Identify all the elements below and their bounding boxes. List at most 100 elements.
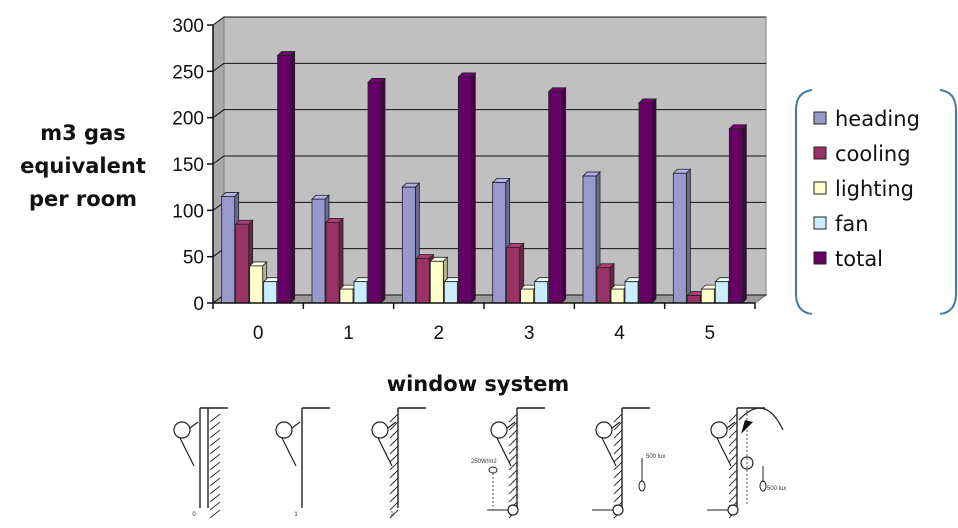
hatch-line xyxy=(508,477,518,487)
hatch-line xyxy=(209,413,221,423)
hatch-line xyxy=(508,461,518,471)
hatch-line xyxy=(209,509,221,519)
legend-bracket-right xyxy=(939,89,957,315)
bar-front xyxy=(596,267,611,304)
bar-side xyxy=(380,77,386,304)
bar xyxy=(457,71,477,304)
hatch-line xyxy=(508,469,518,479)
bar-front xyxy=(728,128,743,304)
hatch-line xyxy=(508,413,518,423)
hatch-line xyxy=(613,477,623,487)
sketch-line xyxy=(387,421,397,429)
y-tick-label: 150 xyxy=(172,155,204,176)
bar-side xyxy=(651,97,657,304)
window-system-sketches: 0 1 2 3250W/m2 4500 lux 5500 lux xyxy=(173,407,786,519)
bar-front xyxy=(235,223,250,304)
hatch-line xyxy=(613,453,623,463)
person-head-icon xyxy=(595,421,613,439)
lamp-icon xyxy=(488,466,498,474)
hatch-line xyxy=(209,429,221,439)
bar-front xyxy=(277,55,292,304)
sketch-line xyxy=(611,421,621,429)
sketch-annotation: 500 lux xyxy=(767,486,786,492)
bar-front xyxy=(548,91,563,304)
bar-front xyxy=(401,186,416,304)
sensor-icon xyxy=(740,456,754,470)
sensor-icon xyxy=(727,504,739,516)
legend-swatch xyxy=(813,111,827,125)
hatch-line xyxy=(728,413,738,423)
legend-swatch xyxy=(813,251,827,265)
hatch-line xyxy=(209,437,221,447)
sketch-line xyxy=(189,421,199,429)
sketch-line xyxy=(506,421,516,429)
y-axis-label: m3 gas equivalent per room xyxy=(20,121,146,211)
x-tick-label: 0 xyxy=(253,323,264,344)
bar-front xyxy=(457,76,472,304)
x-tick-label: 3 xyxy=(524,323,535,344)
hatch-line xyxy=(389,421,399,431)
hatch-line xyxy=(389,413,399,423)
legend-item: total xyxy=(813,247,883,271)
bar-front xyxy=(700,288,715,304)
y-axis-label-line-3: per room xyxy=(29,187,137,211)
sketch-number: 2 xyxy=(390,512,394,518)
window-sketch: 1 xyxy=(275,407,330,518)
bar-front xyxy=(624,281,639,304)
person-head-icon xyxy=(173,421,191,439)
legend-item: fan xyxy=(813,212,869,236)
bar-front xyxy=(610,288,625,304)
sketch-line xyxy=(281,437,297,467)
hatch-line xyxy=(728,429,738,439)
lamp-icon xyxy=(759,480,767,492)
x-tick-label: 4 xyxy=(614,323,625,344)
hatch-line xyxy=(728,445,738,455)
sketch-line xyxy=(601,437,617,467)
legend-item: cooling xyxy=(813,142,911,166)
y-tick-label: 50 xyxy=(183,248,204,269)
hatch-line xyxy=(209,469,221,479)
window-sketch: 5500 lux xyxy=(707,407,786,519)
bar-front xyxy=(672,172,687,304)
person-head-icon xyxy=(275,421,293,439)
hatch-line xyxy=(728,469,738,479)
bar xyxy=(728,123,748,304)
bar-front xyxy=(582,175,597,304)
bar-front xyxy=(429,260,444,304)
hatch-line xyxy=(728,485,738,495)
legend-swatch xyxy=(813,181,827,195)
hatch-line xyxy=(389,501,399,511)
hatch-line xyxy=(613,421,623,431)
y-tick-label: 250 xyxy=(172,62,204,83)
y-tick-label: 100 xyxy=(172,201,204,222)
bar-side xyxy=(685,168,691,304)
hatch-line xyxy=(209,485,221,495)
bar-front xyxy=(534,281,549,304)
legend-bracket-left xyxy=(795,89,813,315)
bar-side xyxy=(290,50,296,304)
hatch-line xyxy=(389,493,399,503)
hatch-line xyxy=(728,493,738,503)
hatch-line xyxy=(728,461,738,471)
bar-front xyxy=(325,221,340,304)
hatch-line xyxy=(508,453,518,463)
sketch-number: 1 xyxy=(294,512,298,518)
hatch-line xyxy=(209,477,221,487)
bar-front xyxy=(221,196,236,304)
person-head-icon xyxy=(371,421,389,439)
bar xyxy=(638,97,657,304)
hatch-line xyxy=(209,421,221,431)
person-head-icon xyxy=(710,421,728,439)
bar-front xyxy=(311,198,326,304)
hatch-line xyxy=(389,469,399,479)
bar xyxy=(547,86,567,304)
sensor-icon xyxy=(507,504,519,516)
hatch-line xyxy=(728,453,738,463)
legend-swatch xyxy=(813,146,827,160)
hatch-line xyxy=(389,461,399,471)
bar-front xyxy=(443,281,458,304)
bar xyxy=(220,191,240,304)
arrow-icon xyxy=(741,420,753,434)
hatch-line xyxy=(389,445,399,455)
